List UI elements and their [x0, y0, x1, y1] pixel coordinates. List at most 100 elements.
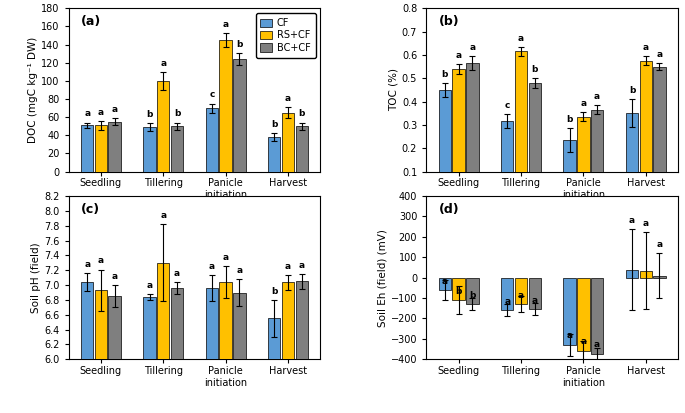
Legend: CF, RS+CF, BC+CF: CF, RS+CF, BC+CF — [256, 13, 316, 58]
Bar — [206, 288, 218, 413]
Bar — [157, 81, 169, 171]
Text: b: b — [456, 287, 462, 296]
Bar — [219, 282, 232, 413]
Text: b: b — [469, 291, 475, 299]
Bar — [268, 318, 280, 413]
Text: a: a — [456, 51, 462, 60]
Bar — [529, 83, 541, 195]
Text: c: c — [505, 101, 510, 110]
Text: a: a — [580, 337, 586, 346]
Bar — [295, 281, 308, 413]
Text: b: b — [629, 86, 635, 95]
Text: a: a — [518, 34, 524, 43]
Bar — [233, 292, 245, 413]
Text: a: a — [629, 216, 635, 225]
Bar — [439, 278, 451, 290]
Text: a: a — [594, 339, 600, 349]
Text: b: b — [566, 115, 573, 124]
Bar — [95, 125, 107, 171]
Text: a: a — [209, 261, 215, 271]
Bar — [501, 278, 514, 310]
Text: a: a — [518, 291, 524, 299]
Bar — [219, 40, 232, 171]
Bar — [577, 117, 590, 195]
Bar — [143, 297, 155, 413]
Text: a: a — [84, 260, 90, 269]
Bar — [591, 110, 603, 195]
Bar — [206, 108, 218, 171]
Bar — [268, 137, 280, 171]
Text: (b): (b) — [439, 15, 460, 28]
Bar — [466, 63, 479, 195]
Text: a: a — [84, 109, 90, 119]
Bar — [577, 278, 590, 351]
Y-axis label: Soil pH (field): Soil pH (field) — [32, 242, 41, 313]
Text: a: a — [442, 277, 448, 286]
Text: a: a — [656, 240, 662, 249]
Text: a: a — [469, 43, 475, 52]
Text: a: a — [160, 59, 166, 68]
Bar — [81, 125, 93, 171]
Y-axis label: TOC (%): TOC (%) — [389, 69, 399, 112]
Bar — [171, 288, 183, 413]
Bar — [626, 270, 638, 278]
Text: b: b — [147, 110, 153, 119]
Bar — [108, 296, 121, 413]
Text: a: a — [580, 99, 586, 108]
Bar — [108, 122, 121, 171]
Text: a: a — [112, 272, 118, 281]
Text: (c): (c) — [81, 202, 100, 216]
Text: a: a — [112, 105, 118, 114]
Text: a: a — [566, 330, 573, 339]
Bar — [626, 113, 638, 195]
Bar — [515, 51, 527, 195]
Bar — [564, 278, 576, 345]
Text: a: a — [223, 20, 229, 28]
Text: a: a — [643, 218, 649, 228]
Bar — [81, 282, 93, 413]
Y-axis label: Soil Eh (field) (mV): Soil Eh (field) (mV) — [378, 229, 388, 327]
Bar — [282, 282, 294, 413]
Text: a: a — [643, 43, 649, 52]
Bar — [501, 121, 514, 195]
Text: a: a — [160, 211, 166, 220]
Bar — [233, 59, 245, 171]
Text: (d): (d) — [439, 202, 460, 216]
Text: b: b — [442, 70, 448, 79]
Text: a: a — [594, 92, 600, 101]
Text: a: a — [98, 108, 104, 116]
Bar — [95, 290, 107, 413]
Text: b: b — [271, 287, 277, 296]
Bar — [439, 90, 451, 195]
Bar — [143, 127, 155, 171]
Bar — [157, 263, 169, 413]
Text: a: a — [504, 297, 510, 306]
Bar — [453, 69, 465, 195]
Text: b: b — [174, 109, 180, 119]
Bar — [171, 126, 183, 171]
Text: a: a — [98, 256, 104, 266]
Text: a: a — [223, 253, 229, 262]
Bar — [653, 66, 666, 195]
Text: b: b — [299, 109, 305, 119]
Bar — [529, 278, 541, 309]
Bar — [653, 275, 666, 278]
Bar — [295, 126, 308, 171]
Bar — [282, 113, 294, 171]
Text: b: b — [271, 120, 277, 129]
Bar — [453, 278, 465, 300]
Text: a: a — [285, 261, 291, 271]
Text: c: c — [209, 90, 214, 100]
Bar — [466, 278, 479, 304]
Bar — [640, 61, 652, 195]
Text: b: b — [236, 40, 242, 49]
Text: a: a — [236, 266, 242, 275]
Text: b: b — [532, 65, 538, 74]
Text: a: a — [174, 269, 180, 278]
Bar — [515, 278, 527, 304]
Text: (a): (a) — [81, 15, 101, 28]
Text: a: a — [299, 261, 305, 270]
Bar — [640, 271, 652, 278]
Text: a: a — [532, 296, 538, 305]
Text: a: a — [656, 50, 662, 59]
